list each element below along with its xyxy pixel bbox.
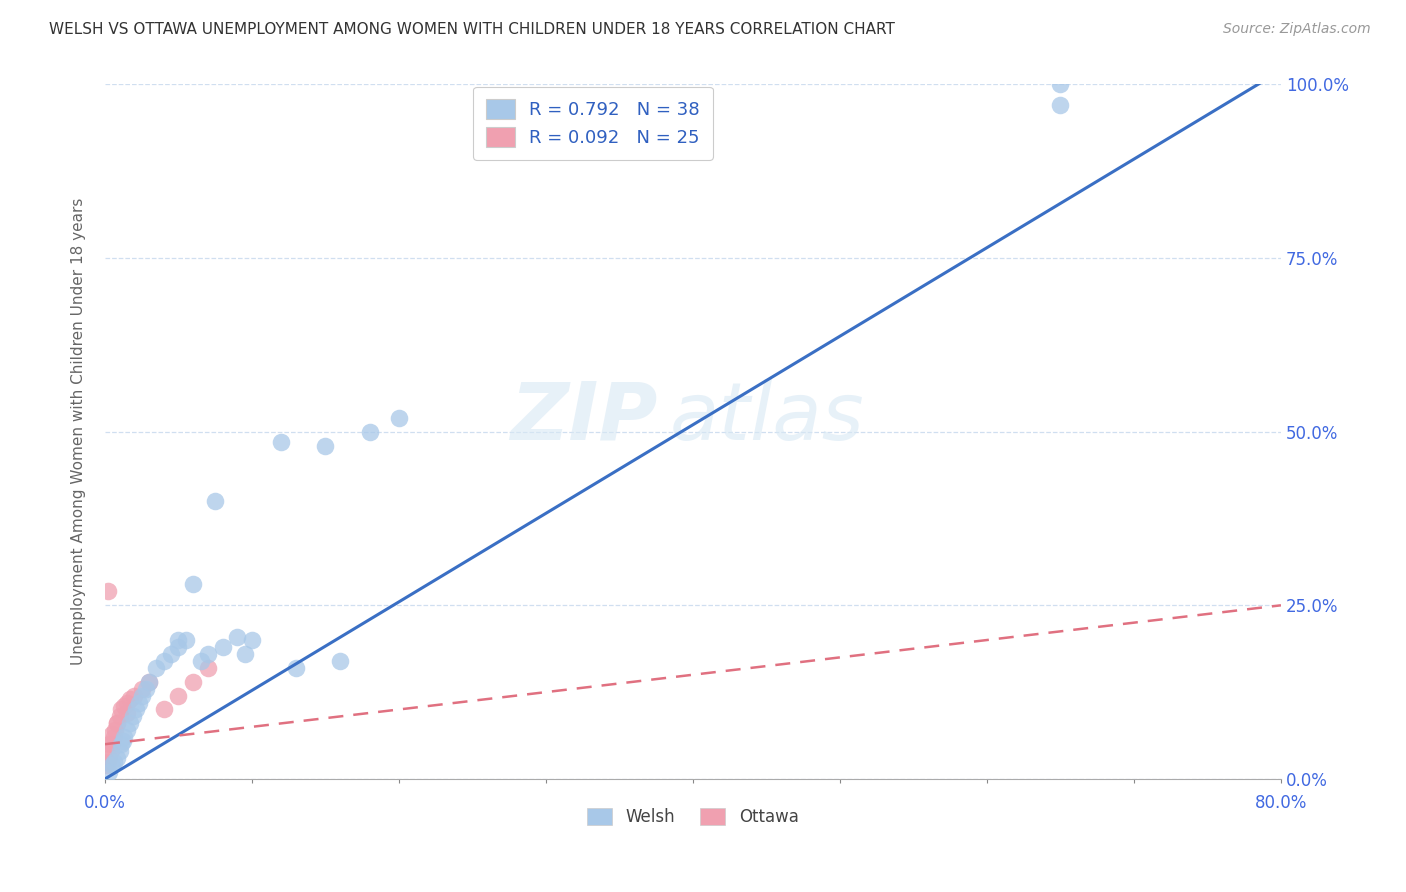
Point <box>197 647 219 661</box>
Point <box>181 577 204 591</box>
Point <box>131 689 153 703</box>
Point <box>97 584 120 599</box>
Point <box>97 755 120 769</box>
Point <box>138 674 160 689</box>
Point <box>104 723 127 738</box>
Point <box>152 654 174 668</box>
Legend: Welsh, Ottawa: Welsh, Ottawa <box>581 802 806 833</box>
Text: ZIP: ZIP <box>510 379 658 457</box>
Point <box>314 439 336 453</box>
Point <box>115 706 138 720</box>
Point <box>197 661 219 675</box>
Point <box>101 758 124 772</box>
Point <box>135 681 157 696</box>
Point <box>174 633 197 648</box>
Point <box>1049 98 1071 112</box>
Point <box>112 731 135 745</box>
Point <box>98 737 121 751</box>
Point <box>233 647 256 661</box>
Point <box>100 744 122 758</box>
Point <box>167 633 190 648</box>
Point <box>226 630 249 644</box>
Point <box>111 733 134 747</box>
Point <box>152 702 174 716</box>
Point <box>329 654 352 668</box>
Point <box>285 661 308 675</box>
Text: Source: ZipAtlas.com: Source: ZipAtlas.com <box>1223 22 1371 37</box>
Point <box>359 425 381 439</box>
Point <box>125 702 148 716</box>
Point <box>96 758 118 772</box>
Point <box>98 764 121 779</box>
Point <box>1049 78 1071 92</box>
Point <box>118 692 141 706</box>
Point <box>101 727 124 741</box>
Point <box>190 654 212 668</box>
Y-axis label: Unemployment Among Women with Children Under 18 years: Unemployment Among Women with Children U… <box>72 198 86 665</box>
Point <box>110 702 132 716</box>
Point <box>105 716 128 731</box>
Point <box>118 716 141 731</box>
Point <box>270 435 292 450</box>
Point <box>124 689 146 703</box>
Point <box>112 698 135 713</box>
Point <box>167 689 190 703</box>
Point <box>211 640 233 654</box>
Point <box>204 494 226 508</box>
Point <box>108 709 131 723</box>
Point <box>103 731 125 745</box>
Point <box>98 751 121 765</box>
Text: WELSH VS OTTAWA UNEMPLOYMENT AMONG WOMEN WITH CHILDREN UNDER 18 YEARS CORRELATIO: WELSH VS OTTAWA UNEMPLOYMENT AMONG WOMEN… <box>49 22 896 37</box>
Point <box>108 744 131 758</box>
Point <box>128 696 150 710</box>
Point <box>101 737 124 751</box>
Point <box>122 709 145 723</box>
Text: atlas: atlas <box>669 379 865 457</box>
Point <box>160 647 183 661</box>
Point <box>131 681 153 696</box>
Point <box>145 661 167 675</box>
Point <box>181 674 204 689</box>
Point <box>115 696 138 710</box>
Point <box>103 755 125 769</box>
Point <box>138 674 160 689</box>
Point <box>110 737 132 751</box>
Point <box>105 751 128 765</box>
Point <box>105 716 128 731</box>
Point <box>240 633 263 648</box>
Point <box>388 410 411 425</box>
Point <box>115 723 138 738</box>
Point <box>167 640 190 654</box>
